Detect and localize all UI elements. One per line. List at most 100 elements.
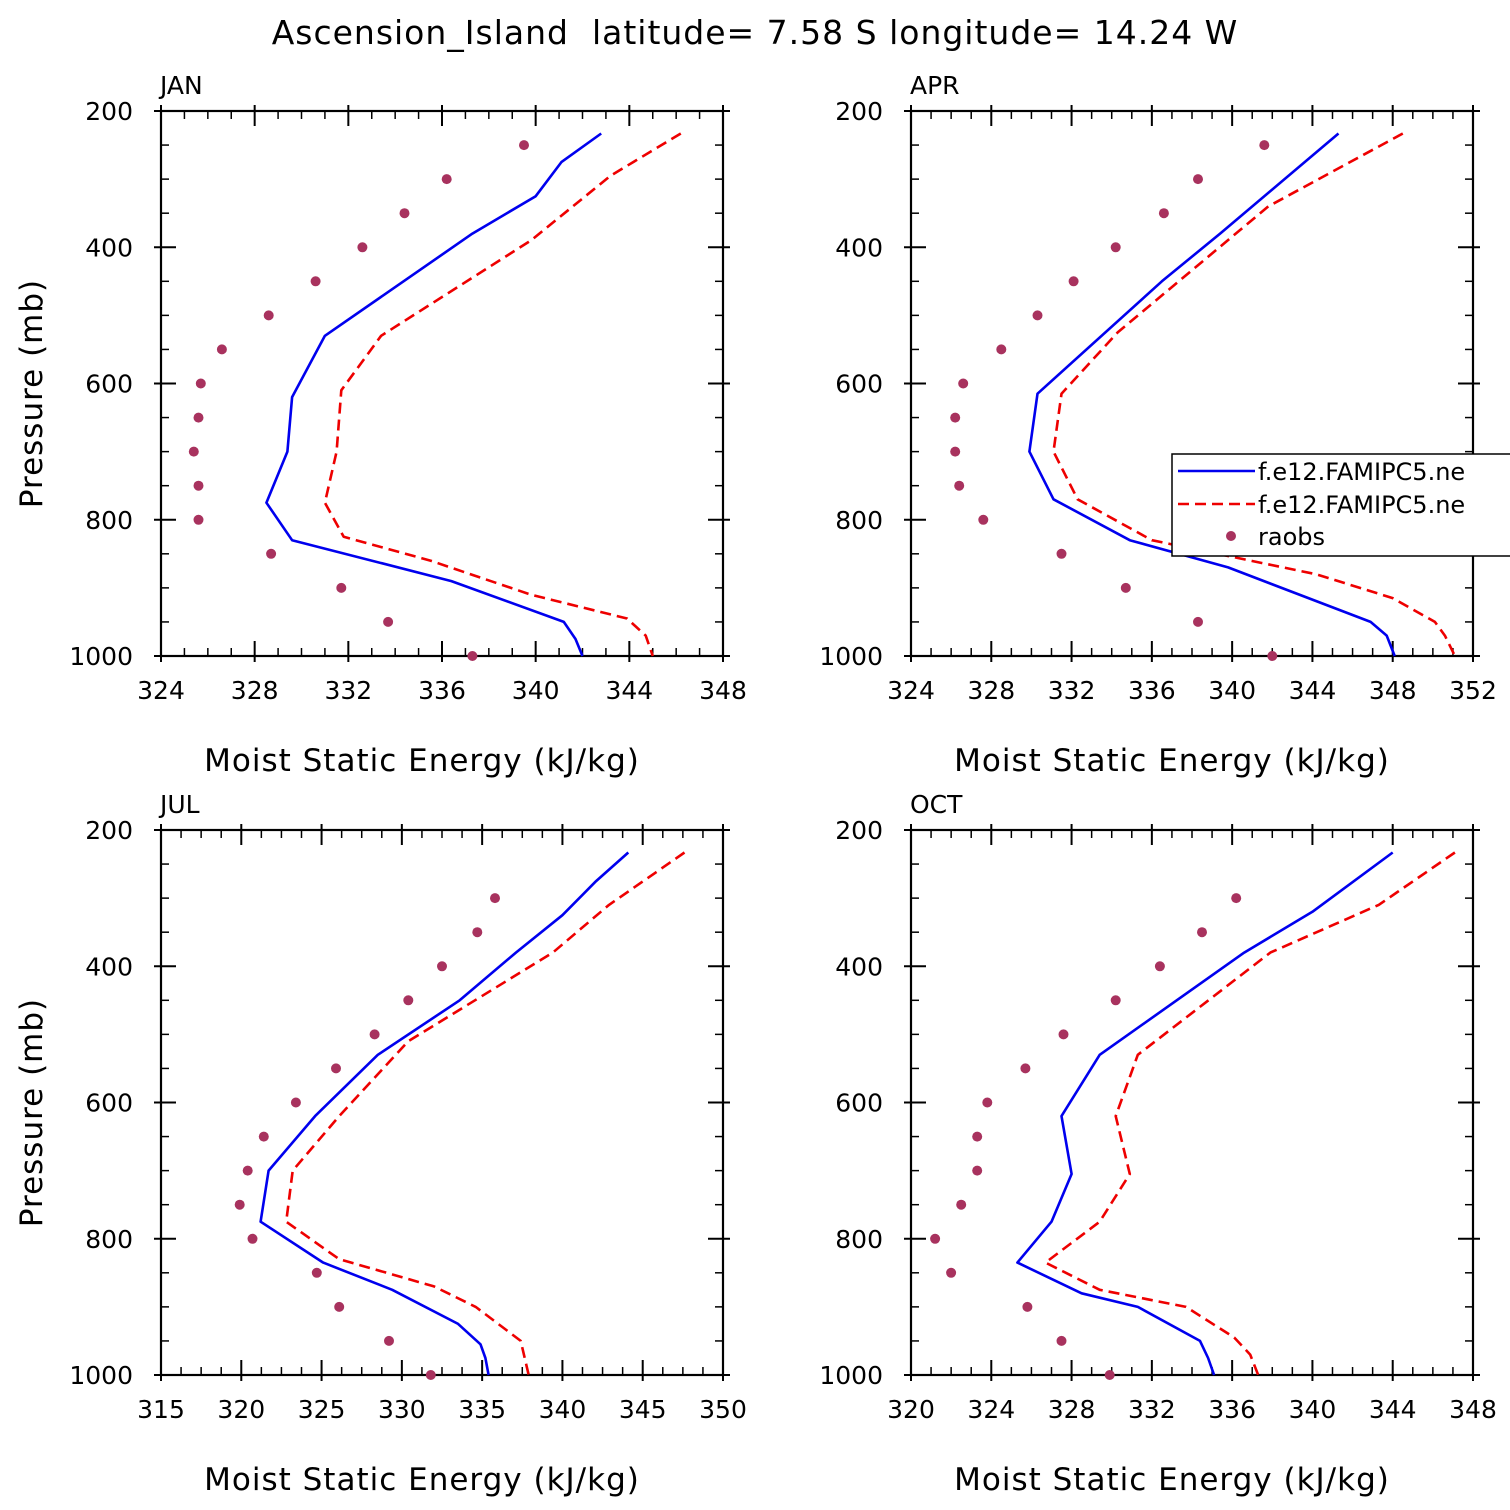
- raobs-point: [1154, 961, 1165, 972]
- x-tick-label: 340: [1208, 676, 1256, 705]
- raobs-point: [193, 412, 204, 423]
- series-line-model-b: [1052, 132, 1457, 657]
- y-tick-label: 1000: [69, 642, 133, 671]
- series-line-model-a: [1028, 132, 1396, 657]
- y-tick-label: 400: [85, 952, 133, 981]
- raobs-point: [954, 480, 965, 491]
- raobs-point: [234, 1199, 245, 1210]
- raobs-point: [1056, 1335, 1067, 1346]
- y-tick-label: 400: [835, 233, 883, 262]
- plot-frame: [909, 828, 1475, 1377]
- raobs-point: [958, 378, 969, 389]
- x-tick-label: 345: [619, 1395, 667, 1424]
- raobs-point: [1058, 1029, 1069, 1040]
- raobs-point: [1158, 208, 1169, 219]
- series-line-model-a: [265, 132, 602, 657]
- panel-label: APR: [910, 71, 960, 100]
- raobs-point: [1056, 548, 1067, 559]
- y-tick-label: 600: [835, 370, 883, 399]
- y-axis-label: Pressure (mb): [14, 279, 50, 508]
- x-axis-label: Moist Static Energy (kJ/kg): [954, 743, 1390, 779]
- raobs-point: [1104, 1370, 1115, 1380]
- raobs-point: [472, 927, 483, 938]
- raobs-point: [1193, 174, 1203, 185]
- raobs-point: [972, 1131, 983, 1142]
- raobs-point: [242, 1165, 253, 1176]
- raobs-point: [441, 174, 452, 185]
- y-tick-label: 1000: [819, 1361, 883, 1390]
- series-line-model-b: [323, 132, 682, 657]
- raobs-point: [331, 1063, 341, 1074]
- raobs-point: [1120, 582, 1131, 593]
- raobs-point: [950, 446, 961, 457]
- panel-label: JUL: [158, 790, 200, 819]
- raobs-point: [437, 961, 447, 972]
- series-line-model-b: [284, 851, 686, 1376]
- raobs-point: [930, 1233, 941, 1244]
- y-tick-label: 200: [85, 97, 133, 126]
- panel-jan: 324 328 332 336 340 344 348 200 400 600 800 1000 JAN…: [14, 71, 747, 779]
- y-tick-label: 200: [85, 816, 133, 845]
- x-tick-label: 336: [418, 676, 466, 705]
- x-tick-label: 348: [1369, 676, 1417, 705]
- raobs-point: [263, 310, 274, 321]
- y-tick-label: 600: [85, 1089, 133, 1118]
- panel-label: JAN: [158, 71, 203, 100]
- legend-label-raobs: raobs: [1258, 523, 1325, 551]
- raobs-point: [310, 276, 321, 287]
- raobs-point: [195, 378, 206, 389]
- raobs-point: [193, 514, 204, 525]
- raobs-point: [519, 140, 529, 151]
- y-tick-label: 800: [835, 506, 883, 535]
- y-tick-label: 600: [835, 1089, 883, 1118]
- x-tick-label: 340: [539, 1395, 587, 1424]
- x-tick-label: 325: [298, 1395, 346, 1424]
- x-tick-label: 332: [324, 676, 372, 705]
- x-tick-label: 324: [137, 676, 185, 705]
- panel-apr: 324 328 332 336 340 344 348 352 200 400 600 800 1000…: [819, 71, 1496, 779]
- x-tick-label: 340: [1289, 1395, 1337, 1424]
- x-tick-label: 344: [605, 676, 653, 705]
- raobs-point: [266, 548, 277, 559]
- raobs-point: [425, 1370, 436, 1380]
- x-tick-label: 320: [217, 1395, 265, 1424]
- x-tick-label: 332: [1048, 676, 1096, 705]
- x-tick-label: 350: [699, 1395, 747, 1424]
- x-tick-label: 320: [887, 1395, 935, 1424]
- y-tick-label: 400: [835, 952, 883, 981]
- panel-label: OCT: [910, 790, 963, 819]
- x-axis-label: Moist Static Energy (kJ/kg): [204, 1462, 640, 1498]
- panel-jul: 315 320 325 330 335 340 345 350 200 400 600 800 1000…: [14, 790, 747, 1498]
- x-tick-label: 332: [1128, 1395, 1176, 1424]
- raobs-point: [193, 480, 204, 491]
- y-tick-label: 800: [835, 1225, 883, 1254]
- raobs-point: [950, 412, 961, 423]
- raobs-point: [1197, 927, 1207, 938]
- x-tick-label: 352: [1449, 676, 1497, 705]
- x-axis-label: Moist Static Energy (kJ/kg): [204, 743, 640, 779]
- raobs-point: [978, 514, 989, 525]
- raobs-point: [972, 1165, 983, 1176]
- raobs-point: [188, 446, 199, 457]
- x-tick-label: 348: [1449, 1395, 1497, 1424]
- raobs-point: [384, 1335, 394, 1346]
- y-tick-label: 200: [835, 97, 883, 126]
- raobs-point: [1110, 995, 1121, 1006]
- legend: f.e12.FAMIPC5.ne f.e12.FAMIPC5.ne raobs: [1171, 453, 1510, 557]
- raobs-point: [946, 1267, 957, 1278]
- raobs-point: [216, 344, 227, 355]
- series-line-model-a: [259, 851, 630, 1376]
- plot-frame: [159, 828, 725, 1377]
- raobs-point: [1020, 1063, 1031, 1074]
- plot-frame: [909, 109, 1475, 658]
- panel-oct: 320 324 328 332 336 340 344 348 200 400 600 800 1000…: [819, 790, 1496, 1498]
- raobs-point: [311, 1267, 322, 1278]
- raobs-point: [403, 995, 414, 1006]
- x-tick-label: 328: [967, 676, 1015, 705]
- raobs-point: [1110, 242, 1121, 253]
- raobs-point: [399, 208, 410, 219]
- y-tick-label: 1000: [69, 1361, 133, 1390]
- raobs-point: [336, 582, 347, 593]
- raobs-point: [956, 1199, 967, 1210]
